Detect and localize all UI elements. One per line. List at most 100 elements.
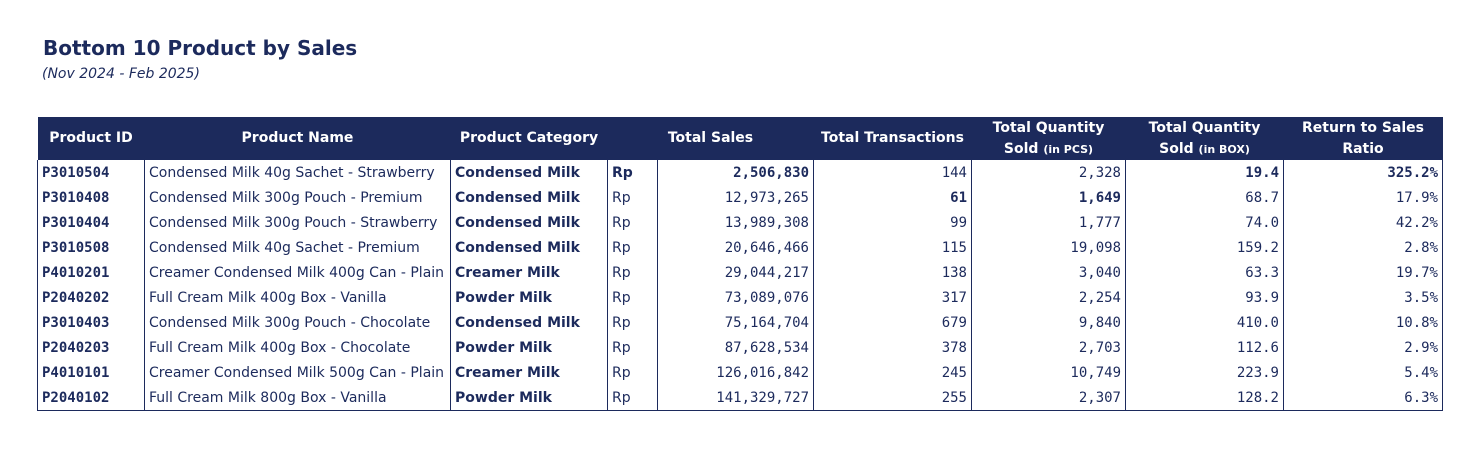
total-sales-cell: 13,989,308 [657, 210, 814, 235]
product-name-cell: Condensed Milk 40g Sachet - Premium [144, 235, 451, 260]
qty-box-line1: Total Quantity [1148, 119, 1261, 136]
currency-cell: Rp [607, 160, 658, 185]
qty-pcs-line1: Total Quantity [992, 119, 1105, 136]
currency-cell: Rp [607, 235, 658, 260]
total-sales-cell: 12,973,265 [657, 185, 814, 210]
total-sales-cell: 29,044,217 [657, 260, 814, 285]
total-transactions-cell: 679 [813, 310, 972, 335]
product-id-cell: P3010508 [37, 235, 145, 260]
product-category-cell: Powder Milk [450, 285, 608, 310]
report-period: (Nov 2024 - Feb 2025) [42, 66, 200, 82]
return-ratio-cell: 17.9% [1283, 185, 1443, 210]
product-name-cell: Full Cream Milk 400g Box - Chocolate [144, 335, 451, 360]
qty-pcs-cell: 1,777 [971, 210, 1126, 235]
product-name-cell: Condensed Milk 300g Pouch - Strawberry [144, 210, 451, 235]
return-ratio-cell: 10.8% [1283, 310, 1443, 335]
qty-box-cell: 223.9 [1125, 360, 1284, 385]
table-row: P2040102 Full Cream Milk 800g Box - Vani… [37, 385, 1443, 411]
product-category-cell: Powder Milk [450, 385, 608, 411]
col-header-total-sales[interactable]: Total Sales [607, 117, 814, 160]
qty-pcs-cell: 1,649 [971, 185, 1126, 210]
total-transactions-cell: 255 [813, 385, 972, 411]
qty-pcs-line2: Sold [1003, 140, 1039, 157]
total-sales-cell: 20,646,466 [657, 235, 814, 260]
product-name-cell: Condensed Milk 300g Pouch - Premium [144, 185, 451, 210]
currency-cell: Rp [607, 210, 658, 235]
bottom-products-table: Product ID Product Name Product Category… [37, 117, 1443, 411]
qty-pcs-unit: (in PCS) [1043, 142, 1094, 156]
return-ratio-cell: 3.5% [1283, 285, 1443, 310]
product-category-cell: Powder Milk [450, 335, 608, 360]
qty-pcs-cell: 9,840 [971, 310, 1126, 335]
product-name-cell: Condensed Milk 40g Sachet - Strawberry [144, 160, 451, 185]
table-row: P2040202 Full Cream Milk 400g Box - Vani… [37, 285, 1443, 310]
col-header-return-ratio[interactable]: Return to Sales Ratio [1283, 117, 1443, 160]
return-ratio-cell: 2.8% [1283, 235, 1443, 260]
currency-cell: Rp [607, 385, 658, 411]
return-ratio-cell: 6.3% [1283, 385, 1443, 411]
currency-cell: Rp [607, 285, 658, 310]
product-name-cell: Condensed Milk 300g Pouch - Chocolate [144, 310, 451, 335]
total-sales-cell: 2,506,830 [657, 160, 814, 185]
total-sales-cell: 87,628,534 [657, 335, 814, 360]
total-transactions-cell: 115 [813, 235, 972, 260]
table-row: P3010408 Condensed Milk 300g Pouch - Pre… [37, 185, 1443, 210]
product-id-cell: P2040102 [37, 385, 145, 411]
total-transactions-cell: 317 [813, 285, 972, 310]
qty-box-cell: 128.2 [1125, 385, 1284, 411]
product-name-cell: Creamer Condensed Milk 400g Can - Plain [144, 260, 451, 285]
total-transactions-cell: 378 [813, 335, 972, 360]
product-id-cell: P3010403 [37, 310, 145, 335]
table-row: P3010403 Condensed Milk 300g Pouch - Cho… [37, 310, 1443, 335]
table-row: P3010404 Condensed Milk 300g Pouch - Str… [37, 210, 1443, 235]
qty-pcs-cell: 2,328 [971, 160, 1126, 185]
qty-pcs-cell: 3,040 [971, 260, 1126, 285]
currency-cell: Rp [607, 335, 658, 360]
table-row: P4010101 Creamer Condensed Milk 500g Can… [37, 360, 1443, 385]
qty-box-cell: 93.9 [1125, 285, 1284, 310]
qty-pcs-cell: 19,098 [971, 235, 1126, 260]
table-row: P3010504 Condensed Milk 40g Sachet - Str… [37, 160, 1443, 185]
total-transactions-cell: 138 [813, 260, 972, 285]
col-header-qty-box[interactable]: Total Quantity Sold (in BOX) [1125, 117, 1284, 160]
ratio-line1: Return to Sales [1301, 119, 1425, 136]
qty-box-cell: 112.6 [1125, 335, 1284, 360]
currency-cell: Rp [607, 360, 658, 385]
qty-pcs-cell: 2,703 [971, 335, 1126, 360]
col-header-qty-pcs[interactable]: Total Quantity Sold (in PCS) [971, 117, 1126, 160]
product-category-cell: Condensed Milk [450, 185, 608, 210]
qty-box-cell: 159.2 [1125, 235, 1284, 260]
col-header-product-category[interactable]: Product Category [450, 117, 608, 160]
col-header-product-name[interactable]: Product Name [144, 117, 451, 160]
table-header-row: Product ID Product Name Product Category… [37, 117, 1443, 160]
col-header-total-transactions[interactable]: Total Transactions [813, 117, 972, 160]
product-name-cell: Creamer Condensed Milk 500g Can - Plain [144, 360, 451, 385]
total-sales-cell: 75,164,704 [657, 310, 814, 335]
ratio-line2: Ratio [1342, 140, 1384, 157]
return-ratio-cell: 19.7% [1283, 260, 1443, 285]
currency-cell: Rp [607, 260, 658, 285]
qty-box-cell: 19.4 [1125, 160, 1284, 185]
product-id-cell: P3010504 [37, 160, 145, 185]
product-id-cell: P4010201 [37, 260, 145, 285]
product-category-cell: Condensed Milk [450, 210, 608, 235]
table-row: P4010201 Creamer Condensed Milk 400g Can… [37, 260, 1443, 285]
product-name-cell: Full Cream Milk 400g Box - Vanilla [144, 285, 451, 310]
report-title: Bottom 10 Product by Sales [43, 36, 358, 60]
product-category-cell: Creamer Milk [450, 260, 608, 285]
col-header-product-id[interactable]: Product ID [37, 117, 145, 160]
total-sales-cell: 126,016,842 [657, 360, 814, 385]
product-id-cell: P3010404 [37, 210, 145, 235]
table-row: P2040203 Full Cream Milk 400g Box - Choc… [37, 335, 1443, 360]
qty-box-cell: 63.3 [1125, 260, 1284, 285]
return-ratio-cell: 5.4% [1283, 360, 1443, 385]
product-id-cell: P3010408 [37, 185, 145, 210]
total-sales-cell: 73,089,076 [657, 285, 814, 310]
qty-box-cell: 68.7 [1125, 185, 1284, 210]
total-transactions-cell: 144 [813, 160, 972, 185]
product-category-cell: Condensed Milk [450, 310, 608, 335]
product-category-cell: Condensed Milk [450, 160, 608, 185]
total-transactions-cell: 61 [813, 185, 972, 210]
table-row: P3010508 Condensed Milk 40g Sachet - Pre… [37, 235, 1443, 260]
total-sales-cell: 141,329,727 [657, 385, 814, 411]
